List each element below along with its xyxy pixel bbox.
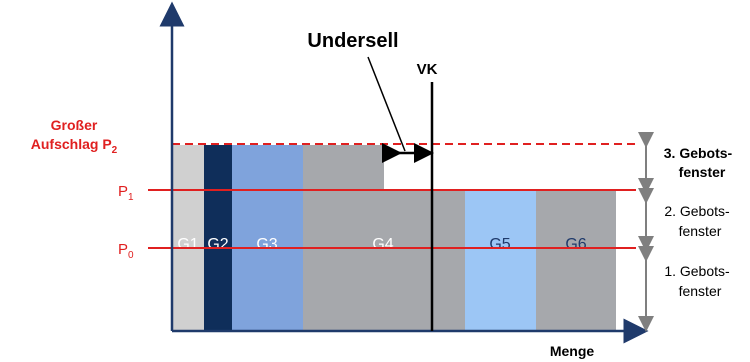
group-label-g6: G6 [565, 236, 586, 253]
group-label-g4: G4 [372, 236, 393, 253]
group-label-g5: G5 [489, 236, 510, 253]
p0-label: P0 [118, 241, 134, 261]
bar-g2 [204, 145, 232, 331]
p1-label: P1 [118, 183, 134, 203]
window-1-label-line1: 1. Gebots- [664, 263, 730, 279]
group-label-g1: G1 [177, 236, 198, 253]
x-axis-label: Menge [550, 343, 595, 359]
vk-label: VK [417, 61, 438, 78]
undersell-pointer [367, 56, 406, 152]
bar-g4-upper [303, 145, 384, 190]
window-3-label-line1: 3. Gebots- [664, 145, 733, 161]
bar-g6 [536, 190, 616, 331]
bar-g3 [232, 145, 303, 331]
window-2-label-line2: fenster [679, 223, 722, 239]
undersell-label: Undersell [307, 30, 398, 52]
window-3-label-line2: fenster [679, 164, 726, 180]
big-markup-label-line2: Aufschlag P2 [31, 136, 118, 156]
group-label-g3: G3 [256, 236, 277, 253]
big-markup-label-line1: Großer [51, 117, 98, 133]
window-2-label-line1: 2. Gebots- [664, 203, 730, 219]
bar-g5 [465, 190, 536, 331]
window-1-label-line2: fenster [679, 283, 722, 299]
bar-g1 [172, 145, 204, 331]
group-label-g2: G2 [207, 236, 228, 253]
bar-g4 [303, 190, 465, 331]
